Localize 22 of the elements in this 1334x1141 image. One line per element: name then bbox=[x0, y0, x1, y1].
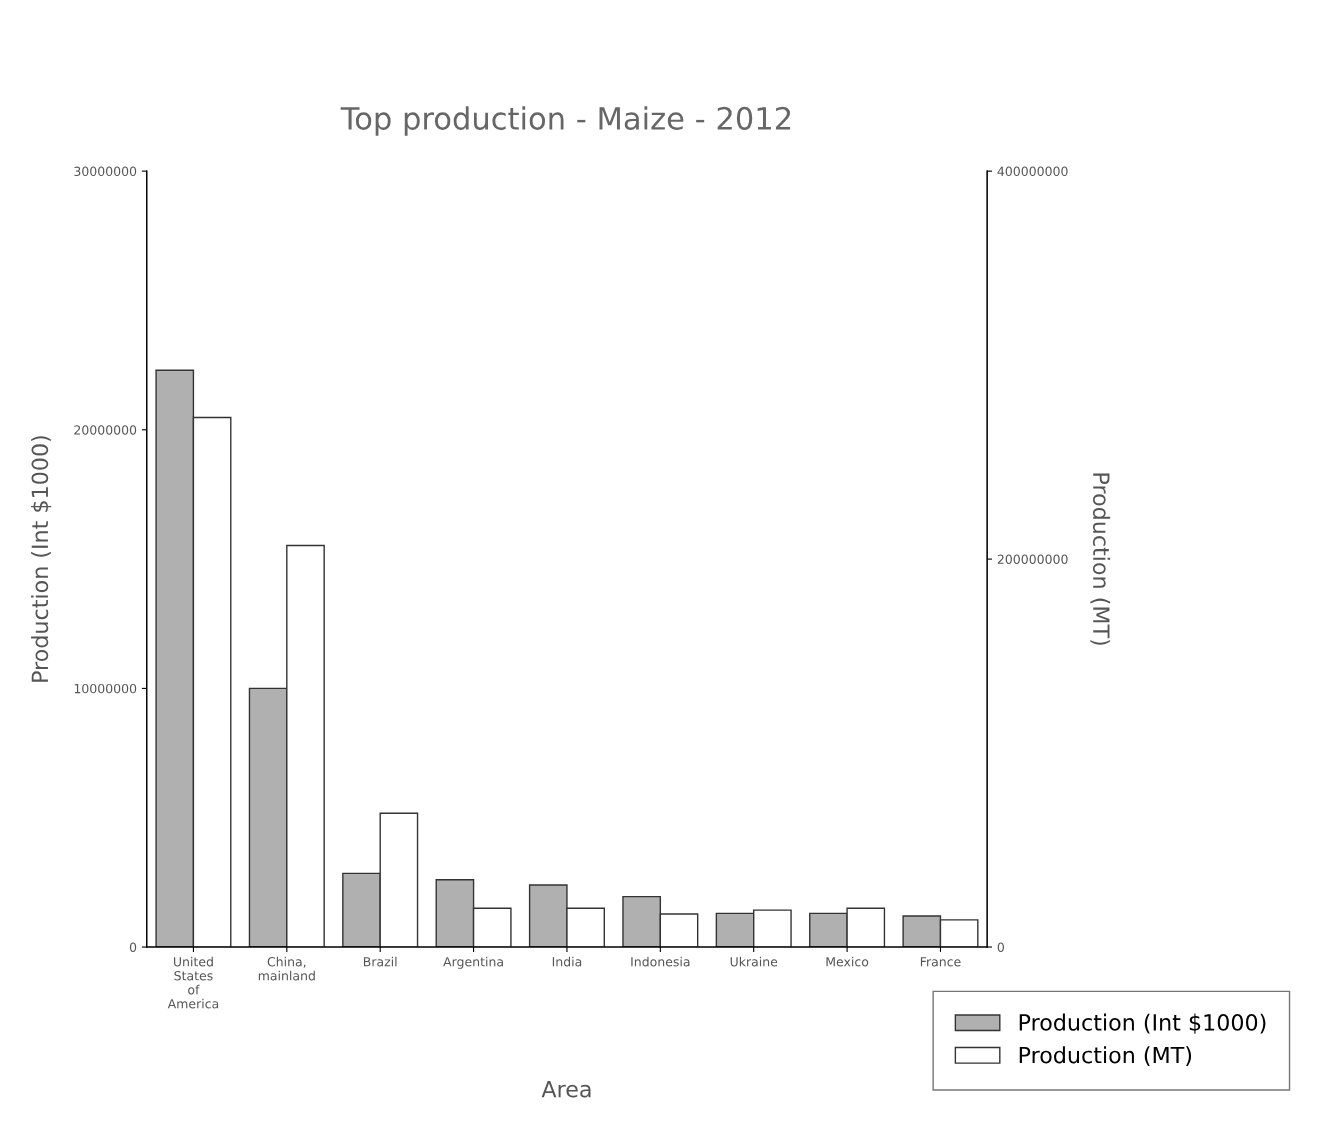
y-tick-label: 20000000 bbox=[74, 425, 137, 435]
x-tick-label: Brazil bbox=[363, 956, 397, 967]
x-tick-label: India bbox=[552, 956, 582, 967]
y-tick-label: 30000000 bbox=[74, 166, 137, 177]
y2-tick-label: 0 bbox=[997, 942, 1005, 952]
legend-label: Production (MT) bbox=[1019, 1046, 1192, 1067]
x-axis-title: Area bbox=[541, 1080, 591, 1098]
y2-axis-title: Production (MT) bbox=[1090, 473, 1111, 645]
x-tick-label: Indonesia bbox=[631, 956, 690, 967]
x-tick-label: Ukraine bbox=[730, 956, 778, 967]
x-tick-label: France bbox=[920, 957, 961, 967]
x-tick-label: United States of America bbox=[167, 956, 219, 1009]
y-axis-title: Production (Int $1000) bbox=[31, 436, 52, 682]
y2-tick-label: 400000000 bbox=[997, 166, 1068, 177]
chart-title: Top production - Maize - 2012 bbox=[340, 106, 791, 136]
x-tick-label: Mexico bbox=[826, 956, 869, 967]
legend-label: Production (Int $1000) bbox=[1019, 1013, 1266, 1034]
x-tick-label: Argentina bbox=[443, 956, 503, 969]
x-tick-label: China, mainland bbox=[258, 956, 315, 981]
y-tick-label: 10000000 bbox=[74, 683, 137, 694]
y2-tick-label: 200000000 bbox=[997, 554, 1068, 565]
y-tick-label: 0 bbox=[129, 942, 137, 952]
